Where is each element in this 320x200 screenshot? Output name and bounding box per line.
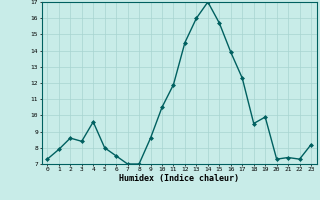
X-axis label: Humidex (Indice chaleur): Humidex (Indice chaleur) [119,174,239,183]
